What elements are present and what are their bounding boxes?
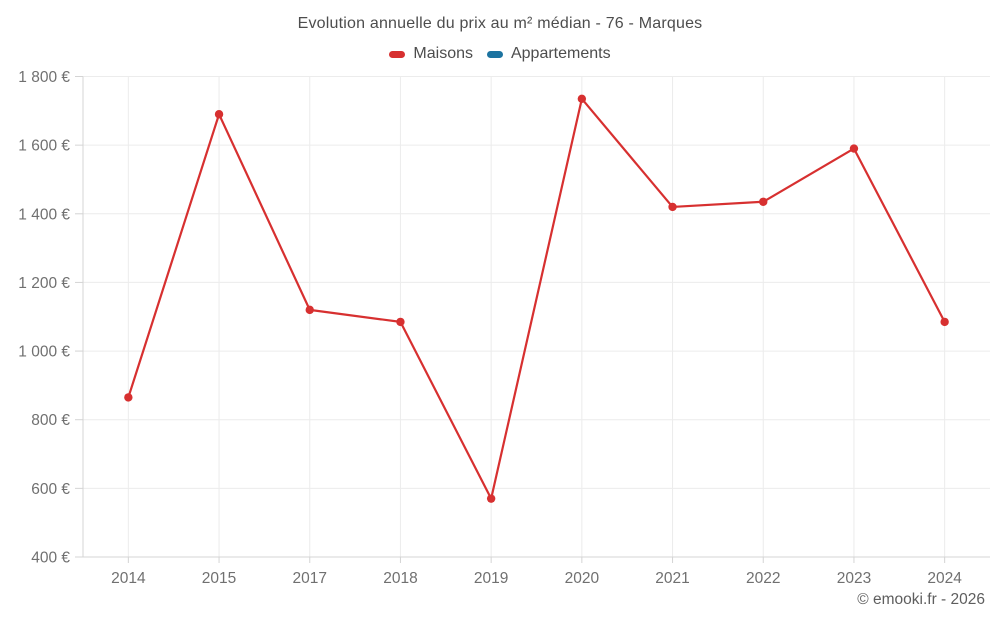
data-point-maisons-2022[interactable]: [759, 197, 768, 206]
x-tick-label: 2020: [565, 570, 600, 587]
data-point-maisons-2015[interactable]: [214, 110, 224, 119]
chart-title: Evolution annuelle du prix au m² médian …: [297, 15, 703, 32]
y-tick-label: 1 800 €: [18, 69, 70, 86]
y-tick-label: 1 600 €: [18, 138, 70, 155]
y-tick-label: 1 200 €: [18, 275, 70, 292]
x-tick-label: 2023: [837, 570, 871, 587]
y-tick-label: 600 €: [31, 481, 70, 498]
legend-item-appartements[interactable]: Appartements: [486, 45, 611, 63]
legend-item-maisons[interactable]: Maisons: [389, 45, 473, 63]
data-point-maisons-2024[interactable]: [940, 317, 949, 327]
x-tick-label: 2018: [383, 570, 417, 587]
x-tick-label: 2019: [474, 570, 508, 587]
x-tick-label: 2021: [655, 570, 689, 587]
data-point-maisons-2021[interactable]: [668, 202, 677, 212]
x-tick-label: 2022: [746, 570, 780, 587]
y-tick-label: 1 400 €: [18, 206, 70, 223]
data-point-maisons-2014[interactable]: [124, 393, 133, 402]
y-tick-label: 1 000 €: [18, 344, 70, 361]
legend-label-maisons: Maisons: [413, 45, 473, 62]
data-point-maisons-2020[interactable]: [577, 94, 587, 104]
y-tick-label: 400 €: [31, 550, 70, 567]
x-tick-label: 2014: [111, 570, 146, 587]
x-tick-label: 2017: [293, 570, 327, 587]
chart-legend: Maisons Appartements: [0, 45, 1000, 63]
y-tick-label: 800 €: [31, 412, 70, 429]
data-point-maisons-2019[interactable]: [486, 494, 496, 503]
data-point-maisons-2017[interactable]: [305, 305, 314, 315]
legend-label-appartements: Appartements: [510, 45, 611, 62]
data-point-maisons-2023[interactable]: [849, 144, 859, 153]
x-tick-label: 2024: [927, 570, 962, 587]
data-point-maisons-2018[interactable]: [396, 317, 405, 327]
x-tick-label: 2015: [202, 570, 236, 587]
maisons-line: [127, 97, 946, 500]
watermark: © emooki.fr - 2026: [857, 591, 985, 608]
maisons-legend-marker-icon: [389, 50, 406, 58]
appartements-legend-marker-icon: [486, 50, 503, 58]
